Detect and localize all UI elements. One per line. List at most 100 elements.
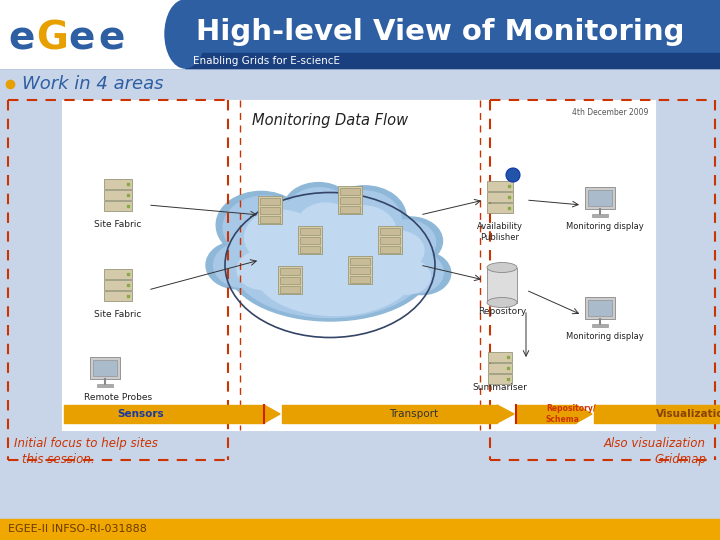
Text: G: G [36,19,68,57]
Bar [260,207,280,214]
Bar [380,246,400,253]
Bar [487,192,513,202]
Ellipse shape [216,191,306,259]
Text: Summariser: Summariser [472,383,528,392]
Ellipse shape [328,206,396,256]
Ellipse shape [165,0,205,68]
Ellipse shape [379,217,443,265]
Ellipse shape [372,231,424,270]
Text: Repository: Repository [478,307,526,316]
Bar [0,68,720,540]
Ellipse shape [233,213,427,318]
Bar [280,277,300,284]
Polygon shape [264,405,280,423]
Text: Visualization: Visualization [656,409,720,419]
Ellipse shape [206,241,270,289]
Bar [585,297,615,319]
Bar [340,206,360,213]
Bar [300,228,320,235]
Ellipse shape [227,209,433,321]
Bar [104,291,132,301]
Bar [588,300,612,316]
Bar [282,405,497,423]
Bar [0,519,720,540]
Bar [260,216,280,223]
Bar [258,196,282,224]
Text: e: e [9,19,35,57]
Bar [278,266,302,294]
Text: - this session.: - this session. [14,453,94,466]
Bar [185,53,720,68]
Text: Site Fabric: Site Fabric [94,310,142,319]
Bar [0,0,720,68]
Bar [487,203,513,213]
Ellipse shape [323,186,406,248]
Text: Site Fabric: Site Fabric [94,220,142,229]
Text: Sensors: Sensors [117,409,163,419]
Bar [594,405,719,423]
Bar [516,405,576,423]
Bar [104,179,132,189]
Bar [488,352,512,362]
Bar [488,363,512,373]
Bar [90,357,120,379]
Bar [340,197,360,204]
Ellipse shape [384,259,431,294]
Ellipse shape [223,196,307,259]
Bar [348,256,372,284]
Bar [338,186,362,214]
Text: Work in 4 areas: Work in 4 areas [22,75,163,93]
Polygon shape [576,405,592,423]
Ellipse shape [393,252,451,295]
Bar [585,187,615,209]
Bar [350,258,370,265]
Ellipse shape [390,252,444,293]
Text: High-level View of Monitoring: High-level View of Monitoring [196,18,684,46]
Ellipse shape [214,242,274,287]
Bar [280,286,300,293]
Bar [350,267,370,274]
Ellipse shape [506,168,520,182]
Ellipse shape [487,262,517,273]
Text: Monitoring Data Flow: Monitoring Data Flow [252,112,408,127]
Ellipse shape [287,188,352,237]
Bar [97,384,113,387]
Bar [62,100,655,430]
Bar [104,190,132,200]
Bar [487,267,517,302]
Ellipse shape [323,191,402,249]
Text: - Gridmap: - Gridmap [647,453,706,466]
Text: Enabling Grids for E-sciencE: Enabling Grids for E-sciencE [193,56,340,65]
Text: Monitoring display: Monitoring display [566,222,644,231]
Bar [592,214,608,217]
Ellipse shape [297,203,355,246]
Bar [488,374,512,384]
Polygon shape [497,405,514,423]
Bar [340,188,360,195]
Bar [588,190,612,206]
Bar [104,280,132,290]
Text: EGEE-II INFSO-RI-031888: EGEE-II INFSO-RI-031888 [8,524,147,535]
Text: 4th December 2009: 4th December 2009 [572,108,648,117]
Bar [104,201,132,211]
Bar [93,360,117,376]
Bar [380,237,400,244]
Ellipse shape [487,298,517,307]
Text: Initial focus to help sites: Initial focus to help sites [14,437,158,450]
Text: e: e [69,19,95,57]
Ellipse shape [245,210,318,265]
Ellipse shape [237,251,289,289]
Bar [260,198,280,205]
Bar [380,228,400,235]
Bar [300,237,320,244]
Ellipse shape [283,183,354,235]
Bar [487,181,513,191]
Bar [104,269,132,279]
Text: Transport: Transport [389,409,438,419]
Bar [592,324,608,327]
Text: Also visualization: Also visualization [604,437,706,450]
Bar [300,246,320,253]
Ellipse shape [376,220,436,265]
Text: Repository/
Schema: Repository/ Schema [546,404,595,424]
Bar [0,0,185,68]
